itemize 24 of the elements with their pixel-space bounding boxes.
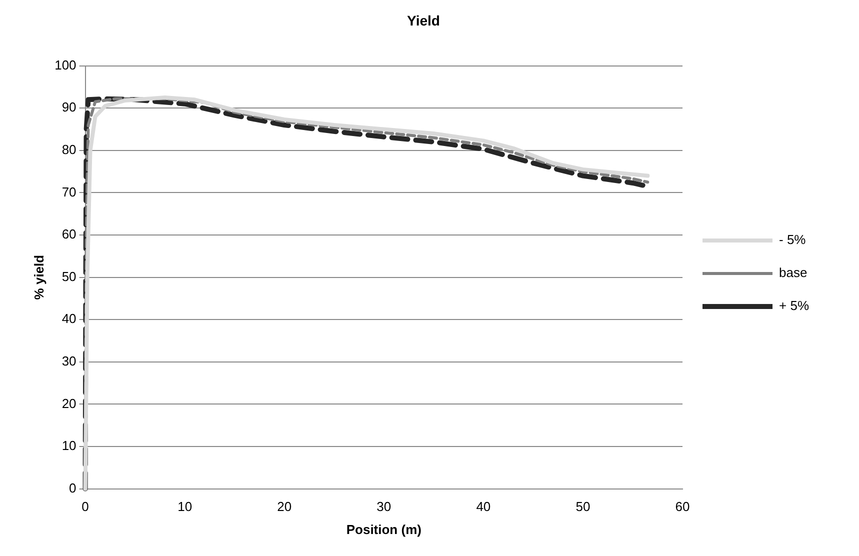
y-tick-label: 10 <box>62 438 76 454</box>
x-tick-label: 50 <box>576 499 590 514</box>
y-tick-label: 0 <box>69 480 76 496</box>
x-tick-label: 30 <box>376 499 392 514</box>
y-tick-label: 50 <box>62 268 76 284</box>
chart-title: Yield <box>407 12 440 28</box>
x-tick-label: 40 <box>476 499 491 514</box>
y-tick-label: 40 <box>62 311 76 326</box>
x-tick-label: 10 <box>178 499 192 514</box>
y-tick-label: 20 <box>62 396 76 411</box>
y-tick-label: 100 <box>54 57 76 72</box>
y-tick-label: 80 <box>62 142 76 157</box>
x-tick-label: 0 <box>82 499 89 514</box>
text: base <box>779 265 808 280</box>
y-tick-label: 30 <box>62 353 76 368</box>
y-axis-title: % yield <box>31 254 46 300</box>
text: + 5% <box>779 298 810 314</box>
x-tick-label: 60 <box>675 499 690 514</box>
y-tick-label: 90 <box>62 100 76 115</box>
y-tick-label: 60 <box>62 226 76 242</box>
text: - 5% <box>779 232 806 248</box>
y-tick-label: 70 <box>62 184 76 200</box>
x-tick-label: 20 <box>277 499 292 514</box>
x-axis-title: Position (m) <box>346 522 422 537</box>
